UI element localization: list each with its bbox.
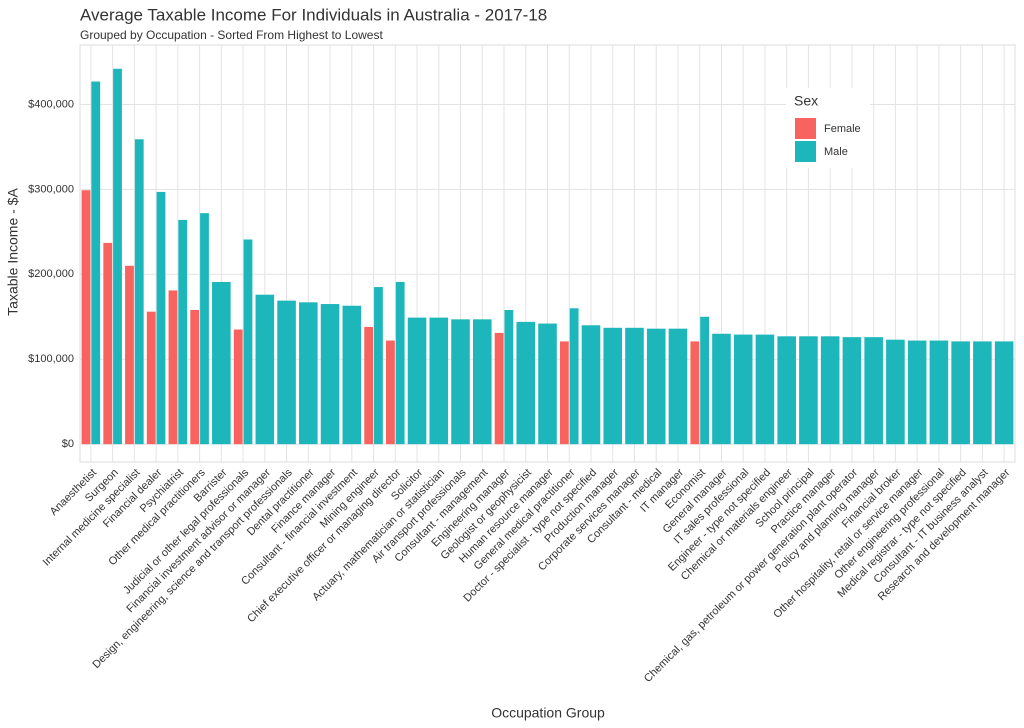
bar (395, 281, 405, 445)
bar (299, 302, 318, 445)
bar (91, 81, 101, 445)
bar (907, 340, 927, 445)
chart-subtitle: Grouped by Occupation - Sorted From High… (80, 28, 383, 42)
bar (146, 311, 156, 445)
bar (690, 341, 700, 445)
bar (951, 341, 970, 445)
bar (646, 328, 666, 445)
chart-title: Average Taxable Income For Individuals i… (80, 5, 547, 24)
y-axis-label: Taxable Income - $A (5, 188, 21, 316)
bar (255, 294, 275, 445)
bar (364, 326, 374, 445)
legend-title: Sex (794, 93, 818, 109)
y-tick-label: $200,000 (28, 268, 74, 280)
legend-swatch (795, 118, 816, 139)
bar (320, 304, 340, 445)
bar (125, 265, 134, 445)
bar (603, 327, 623, 445)
bar (864, 337, 883, 445)
bar (168, 290, 178, 445)
bar (178, 219, 188, 445)
bar (451, 319, 470, 445)
bar (712, 333, 731, 445)
bar (799, 336, 818, 445)
bar (342, 305, 362, 445)
bar (777, 336, 796, 445)
bar (386, 340, 395, 445)
bar (569, 308, 579, 445)
bar (755, 334, 775, 445)
bar (929, 340, 949, 445)
bar (538, 323, 557, 445)
bar (700, 316, 709, 445)
bar (156, 191, 166, 445)
bar (668, 328, 688, 445)
y-tick-label: $400,000 (28, 98, 74, 110)
bar (820, 336, 840, 445)
legend-label: Female (824, 123, 861, 135)
y-tick-label: $300,000 (28, 183, 74, 195)
bar (559, 341, 569, 445)
bar (504, 309, 514, 445)
bar (277, 300, 296, 445)
bar (200, 213, 209, 445)
bar (973, 341, 992, 445)
bar (212, 281, 231, 445)
bar (494, 332, 504, 445)
bar (233, 329, 243, 445)
bar (842, 337, 862, 445)
bar (994, 341, 1014, 445)
bar (243, 239, 253, 445)
bar (886, 339, 905, 445)
bar (81, 190, 91, 445)
legend-label: Male (824, 146, 848, 158)
bar (190, 309, 200, 445)
bar (472, 319, 492, 445)
bar (374, 287, 383, 445)
y-tick-label: $100,000 (28, 353, 74, 365)
bar (429, 317, 449, 445)
bar (516, 321, 536, 445)
bar (581, 325, 601, 445)
bar (625, 327, 644, 445)
bar (134, 139, 144, 445)
bar (103, 242, 113, 445)
legend-swatch (795, 141, 816, 162)
x-axis-label: Occupation Group (491, 705, 605, 721)
bar (113, 68, 122, 445)
bar (407, 317, 427, 445)
bar (733, 334, 753, 445)
y-tick-label: $0 (62, 438, 74, 450)
